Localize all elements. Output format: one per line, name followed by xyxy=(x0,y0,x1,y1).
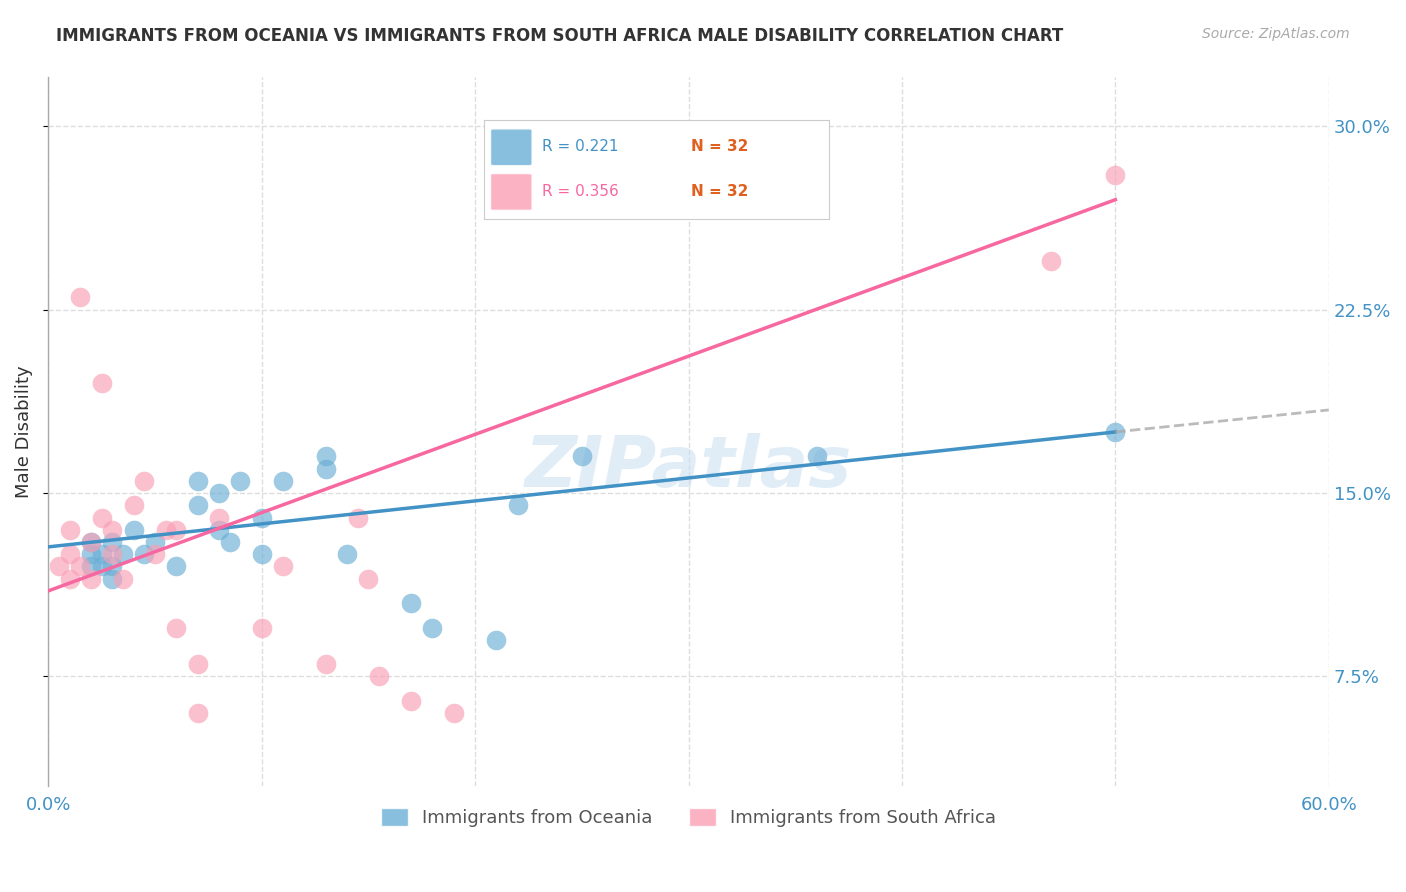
Point xyxy=(165,621,187,635)
Point xyxy=(208,510,231,524)
Point xyxy=(315,450,337,464)
Point xyxy=(208,523,231,537)
Point xyxy=(80,547,103,561)
Point xyxy=(90,559,112,574)
Point xyxy=(422,621,444,635)
Point xyxy=(90,510,112,524)
Point xyxy=(134,547,156,561)
Point xyxy=(122,523,145,537)
Point xyxy=(271,559,294,574)
Point xyxy=(208,486,231,500)
Point xyxy=(155,523,177,537)
Point xyxy=(399,694,422,708)
Point xyxy=(111,572,134,586)
Point xyxy=(443,706,465,720)
Text: IMMIGRANTS FROM OCEANIA VS IMMIGRANTS FROM SOUTH AFRICA MALE DISABILITY CORRELAT: IMMIGRANTS FROM OCEANIA VS IMMIGRANTS FR… xyxy=(56,27,1063,45)
Point xyxy=(399,596,422,610)
Point xyxy=(143,547,166,561)
Point xyxy=(1104,425,1126,439)
Point xyxy=(187,498,209,512)
Point xyxy=(1104,168,1126,182)
Point xyxy=(59,523,82,537)
Point xyxy=(80,559,103,574)
Point xyxy=(336,547,359,561)
Point xyxy=(250,510,273,524)
Text: ZIPatlas: ZIPatlas xyxy=(524,433,852,502)
Point xyxy=(59,547,82,561)
Point xyxy=(271,474,294,488)
Point xyxy=(165,559,187,574)
Point xyxy=(80,535,103,549)
Point xyxy=(250,621,273,635)
Point xyxy=(187,706,209,720)
Point xyxy=(485,632,508,647)
Y-axis label: Male Disability: Male Disability xyxy=(15,366,32,499)
Point xyxy=(90,376,112,390)
Point xyxy=(187,657,209,672)
Point xyxy=(506,498,529,512)
Point xyxy=(101,547,124,561)
Point xyxy=(80,535,103,549)
Point xyxy=(48,559,70,574)
Point xyxy=(218,535,240,549)
Point xyxy=(315,657,337,672)
Point xyxy=(806,450,828,464)
Point xyxy=(143,535,166,549)
Text: Source: ZipAtlas.com: Source: ZipAtlas.com xyxy=(1202,27,1350,41)
Point xyxy=(111,547,134,561)
Point xyxy=(101,523,124,537)
Point xyxy=(229,474,252,488)
Point xyxy=(101,535,124,549)
Point xyxy=(69,291,91,305)
Point xyxy=(134,474,156,488)
Point xyxy=(346,510,368,524)
Point xyxy=(90,547,112,561)
Point xyxy=(1040,253,1063,268)
Point xyxy=(59,572,82,586)
Point xyxy=(250,547,273,561)
Point xyxy=(101,559,124,574)
Point xyxy=(101,572,124,586)
Point xyxy=(357,572,380,586)
Legend: Immigrants from Oceania, Immigrants from South Africa: Immigrants from Oceania, Immigrants from… xyxy=(374,800,1004,834)
Point xyxy=(315,461,337,475)
Point xyxy=(122,498,145,512)
Point xyxy=(165,523,187,537)
Point xyxy=(571,450,593,464)
Point xyxy=(187,474,209,488)
Point xyxy=(69,559,91,574)
Point xyxy=(368,669,391,683)
Point xyxy=(80,572,103,586)
